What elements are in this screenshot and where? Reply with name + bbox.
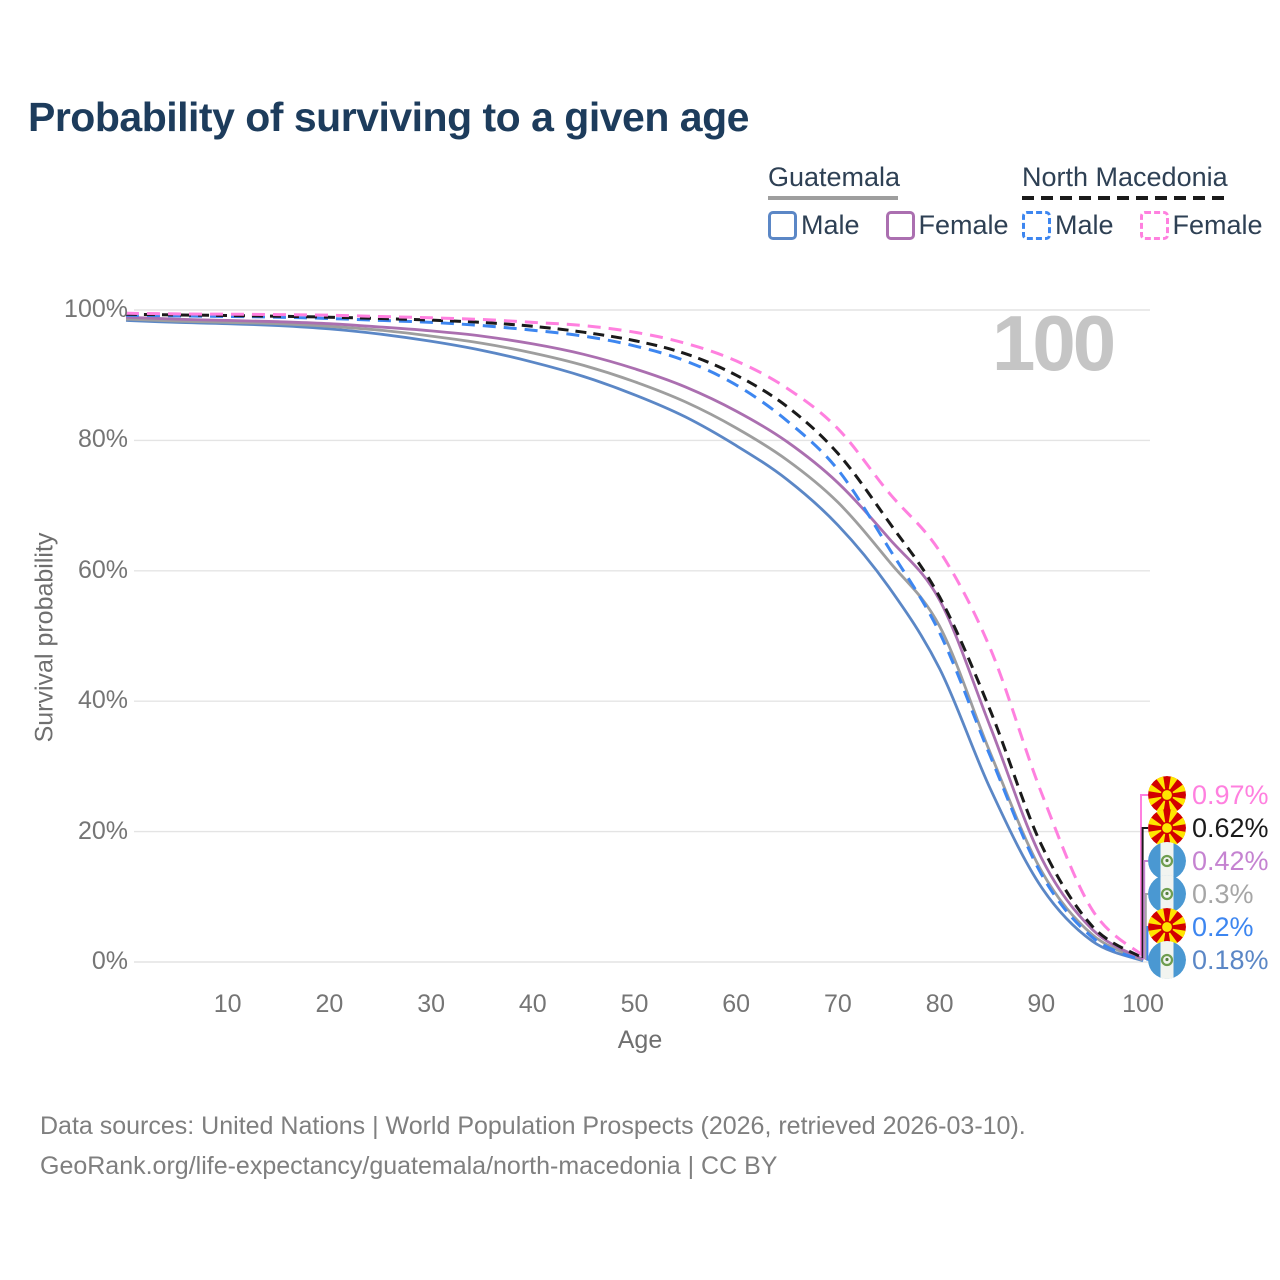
- series-line-north-macedonia-total[interactable]: [125, 312, 1144, 960]
- x-tick-label: 10: [213, 990, 242, 1018]
- legend-label-north-macedonia-female: Female: [1172, 210, 1263, 240]
- series-line-guatemala-total[interactable]: [125, 317, 1144, 962]
- footer-attribution: GeoRank.org/life-expectancy/guatemala/no…: [40, 1152, 778, 1180]
- y-tick-label: 0%: [91, 947, 128, 975]
- end-label-leader-line: [1141, 827, 1148, 958]
- legend-country-north-macedonia: North Macedonia: [1022, 162, 1228, 192]
- end-label-value: 0.3%: [1192, 878, 1254, 909]
- x-tick-label: 50: [620, 990, 649, 1018]
- chart-title: Probability of surviving to a given age: [28, 94, 749, 140]
- age-watermark: 100: [992, 299, 1116, 387]
- end-label-north-macedonia-0.2%: 0.2%: [1147, 907, 1254, 947]
- end-label-guatemala-0.3%: 0.3%: [1147, 874, 1254, 914]
- series-line-north-macedonia-male[interactable]: [125, 313, 1144, 963]
- guatemala-flag-icon: [1148, 875, 1186, 913]
- footer: Data sources: United Nations | World Pop…: [40, 1106, 1026, 1186]
- end-label-leader-line: [1140, 794, 1148, 956]
- end-label-leader-line: [1144, 893, 1148, 960]
- x-axis-title: Age: [617, 1026, 663, 1054]
- legend-underline-guatemala: [768, 196, 898, 200]
- legend-swatch-north-macedonia-male[interactable]: [1022, 211, 1051, 240]
- guatemala-flag-icon: [1148, 941, 1186, 979]
- series-line-guatemala-female[interactable]: [125, 315, 1144, 961]
- end-label-guatemala-0.42%: 0.42%: [1147, 841, 1269, 881]
- x-tick-label: 30: [417, 990, 445, 1018]
- y-tick-label: 60%: [77, 555, 128, 584]
- north-macedonia-flag-icon: [1148, 809, 1186, 847]
- end-label-north-macedonia-0.97%: 0.97%: [1147, 775, 1269, 815]
- legend-country-guatemala: Guatemala: [768, 162, 901, 192]
- legend-swatch-guatemala-female[interactable]: [885, 211, 915, 240]
- end-label-value: 0.2%: [1192, 911, 1254, 942]
- x-tick-label: 100: [1122, 990, 1164, 1018]
- series-line-north-macedonia-female[interactable]: [125, 311, 1145, 957]
- y-axis-title: Survival probability: [30, 532, 59, 743]
- end-label-leader-line: [1146, 926, 1149, 961]
- x-tick-label: 80: [925, 990, 954, 1018]
- end-label-north-macedonia-0.62%: 0.62%: [1147, 808, 1269, 848]
- end-label-value: 0.18%: [1192, 944, 1269, 975]
- x-tick-label: 90: [1027, 990, 1056, 1018]
- end-label-guatemala-0.18%: 0.18%: [1147, 940, 1269, 980]
- legend-group-guatemala: Guatemala Male Female: [768, 162, 1009, 241]
- legend-underline-north-macedonia: [1022, 196, 1229, 200]
- y-tick-label: 80%: [77, 425, 128, 454]
- end-label-value: 0.62%: [1192, 812, 1269, 843]
- x-tick-label: 60: [722, 990, 751, 1018]
- y-tick-label: 100%: [64, 295, 128, 323]
- legend-group-north-macedonia: North Macedonia Male Female: [1022, 162, 1263, 241]
- legend-label-guatemala-female: Female: [918, 210, 1009, 240]
- y-tick-label: 20%: [77, 816, 128, 845]
- end-label-value: 0.42%: [1192, 845, 1269, 876]
- north-macedonia-flag-icon: [1148, 908, 1186, 946]
- legend-swatch-north-macedonia-female[interactable]: [1139, 211, 1169, 240]
- x-tick-label: 40: [518, 990, 547, 1018]
- legend-label-guatemala-male: Male: [801, 210, 860, 240]
- end-label-value: 0.97%: [1192, 779, 1269, 810]
- series-line-guatemala-male[interactable]: [125, 319, 1144, 963]
- x-tick-label: 20: [315, 990, 344, 1018]
- footer-sources: Data sources: United Nations | World Pop…: [40, 1112, 1026, 1140]
- legend-label-north-macedonia-male: Male: [1055, 210, 1114, 240]
- legend-swatch-guatemala-male[interactable]: [768, 211, 797, 240]
- x-tick-label: 70: [823, 990, 852, 1018]
- end-label-leader-line: [1143, 860, 1148, 960]
- y-tick-label: 40%: [77, 686, 128, 715]
- guatemala-flag-icon: [1148, 842, 1186, 880]
